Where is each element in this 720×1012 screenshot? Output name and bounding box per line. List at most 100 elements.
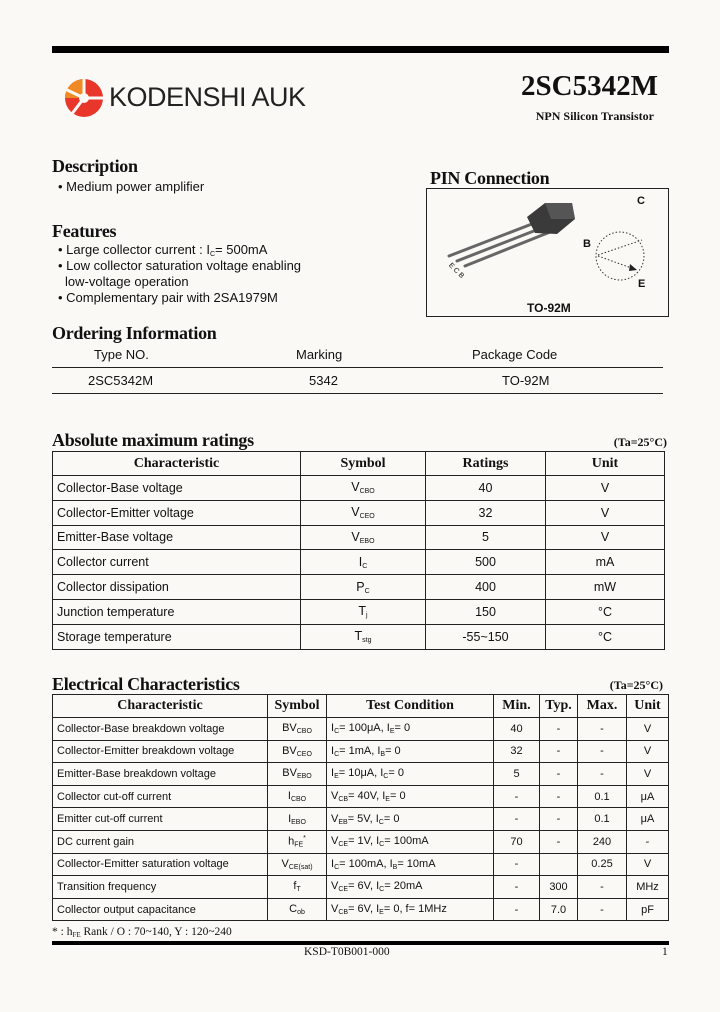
feature-item: low-voltage operation: [65, 274, 189, 289]
rating-cell: 500: [425, 549, 546, 576]
feature-item: • Complementary pair with 2SA1979M: [58, 290, 278, 305]
max-cell: -: [577, 739, 627, 764]
unit-cell: V: [545, 499, 665, 526]
characteristic-cell: Transition frequency: [52, 875, 268, 899]
rating-cell: -55~150: [425, 623, 546, 650]
electrical-table: Characteristic Symbol Test Condition Min. Ty…: [52, 694, 669, 922]
table-row: Emitter-Base breakdown voltage BVEBO IE= 1…: [52, 762, 669, 786]
ordering-header-marking: Marking: [296, 347, 343, 362]
description-item: • Medium power amplifier: [58, 179, 205, 194]
ordering-table: Type NO. Marking Package Code 2SC5342M 5…: [52, 346, 663, 394]
typ-cell: 300: [539, 875, 578, 899]
unit-cell: V: [545, 524, 665, 551]
typ-cell: [539, 852, 578, 877]
unit-cell: °C: [545, 623, 665, 650]
part-number: 2SC5342M: [521, 70, 658, 102]
max-cell: -: [577, 875, 627, 899]
test-condition-cell: VEB= 5V, IC= 0: [326, 807, 494, 831]
test-condition-cell: IC= 100μA, IE= 0: [326, 717, 494, 741]
table-row: Emitter-Base voltage VEBO 5 V: [52, 524, 665, 551]
characteristic-cell: Emitter-Base breakdown voltage: [52, 762, 268, 786]
description-title: Description: [52, 156, 138, 176]
min-cell: -: [493, 897, 540, 922]
rating-cell: 400: [425, 574, 546, 600]
rating-cell: 150: [425, 598, 546, 625]
rating-cell: 32: [425, 499, 546, 526]
column-header: Symbol: [267, 694, 327, 718]
table-row: Collector-Base voltage VCBO 40 V: [52, 475, 665, 501]
features-title: Features: [52, 221, 117, 241]
unit-cell: °C: [545, 598, 665, 625]
feature-item: • Low collector saturation voltage enabl…: [58, 258, 302, 273]
logo-mark-icon: [64, 77, 103, 117]
unit-cell: μA: [626, 784, 669, 809]
table-row: DC current gain hFE* VCE= 1V, IC= 100mA 70-…: [52, 829, 669, 854]
table-row: Junction temperature Tj 150 °C: [52, 598, 665, 625]
symbol-cell: BVCBO: [267, 717, 327, 741]
company-logo: KODENSHI AUK: [63, 77, 308, 117]
column-header: Symbol: [300, 451, 426, 476]
characteristic-cell: Emitter-Base voltage: [52, 524, 301, 551]
table-row: Storage temperature Tstg -55~150 °C: [52, 623, 665, 650]
table-row: Collector-Emitter saturation voltage VCE(…: [52, 852, 669, 877]
min-cell: 70: [493, 829, 540, 854]
electrical-condition: (Ta=25°C): [609, 678, 663, 692]
unit-cell: pF: [626, 897, 669, 922]
absolute-ratings-title: Absolute maximum ratings: [52, 430, 254, 450]
characteristic-cell: Junction temperature: [52, 598, 301, 625]
column-header: Max.: [577, 694, 627, 718]
unit-cell: -: [626, 829, 669, 854]
table-row: Collector dissipation PC 400 mW: [52, 574, 665, 600]
page-number: 1: [662, 946, 668, 958]
ordering-package: TO-92M: [502, 373, 550, 388]
unit-cell: V: [626, 739, 669, 764]
symbol-cell: VCBO: [300, 475, 426, 501]
test-condition-cell: VCE= 1V, IC= 100mA: [326, 829, 494, 854]
min-cell: 40: [493, 717, 540, 741]
ordering-header-type: Type NO.: [94, 347, 149, 362]
unit-cell: V: [626, 762, 669, 786]
pin-label-e: E: [638, 278, 646, 290]
bottom-rule: [52, 941, 669, 945]
symbol-cell: BVCEO: [267, 739, 327, 764]
test-condition-cell: VCB= 6V, IE= 0, f= 1MHz: [326, 897, 494, 922]
max-cell: 240: [577, 829, 627, 854]
test-condition-cell: IC= 100mA, IB= 10mA: [326, 852, 494, 877]
max-cell: 0.1: [577, 807, 627, 831]
max-cell: -: [577, 897, 627, 922]
characteristic-cell: Collector-Base voltage: [52, 475, 301, 501]
column-header: Characteristic: [52, 451, 301, 476]
typ-cell: -: [539, 739, 578, 764]
characteristic-cell: Collector-Base breakdown voltage: [52, 717, 268, 741]
unit-cell: mW: [545, 574, 665, 600]
pin-label-b: B: [583, 238, 591, 250]
typ-cell: -: [539, 762, 578, 786]
table-row: Collector-Base breakdown voltage BVCBO IC=…: [52, 717, 669, 741]
min-cell: 32: [493, 739, 540, 764]
pin-connection-title: PIN Connection: [430, 168, 550, 188]
column-header: Min.: [493, 694, 540, 718]
pin-label-c: C: [637, 195, 645, 207]
table-row: Emitter cut-off current IEBO VEB= 5V, IC= …: [52, 807, 669, 831]
symbol-cell: PC: [300, 574, 426, 600]
feature-item: • Large collector current : IC= 500mA: [58, 242, 268, 258]
unit-cell: V: [626, 852, 669, 877]
symbol-cell: BVEBO: [267, 762, 327, 786]
max-cell: 0.25: [577, 852, 627, 877]
symbol-cell: Cob: [267, 897, 327, 922]
symbol-cell: hFE*: [267, 829, 327, 854]
characteristic-cell: Collector-Emitter voltage: [52, 499, 301, 526]
absolute-ratings-table: Characteristic Symbol Ratings Unit Collector…: [52, 451, 665, 650]
electrical-title: Electrical Characteristics: [52, 674, 240, 694]
unit-cell: mA: [545, 549, 665, 576]
max-cell: -: [577, 762, 627, 786]
test-condition-cell: VCE= 6V, IC= 20mA: [326, 875, 494, 899]
typ-cell: -: [539, 807, 578, 831]
table-row: Collector-Emitter voltage VCEO 32 V: [52, 499, 665, 526]
ordering-header-package: Package Code: [472, 347, 558, 362]
part-subtitle: NPN Silicon Transistor: [535, 109, 654, 123]
characteristic-cell: Storage temperature: [52, 623, 301, 650]
symbol-cell: VEBO: [300, 524, 426, 551]
column-header: Characteristic: [52, 694, 268, 718]
min-cell: -: [493, 852, 540, 877]
